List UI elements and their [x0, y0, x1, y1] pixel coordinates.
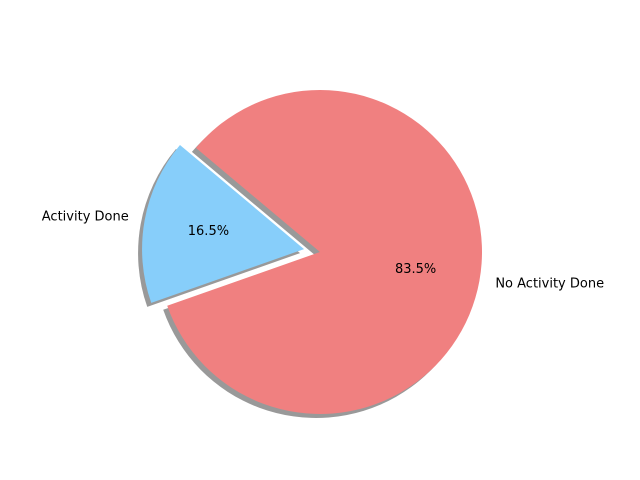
percent-label-no-activity-done: 83.5% — [395, 262, 436, 277]
pie-labels: Activity Done 16.5% No Activity Done 83.5% — [42, 210, 604, 292]
category-label-no-activity-done: No Activity Done — [495, 276, 604, 291]
pie-slice-activity-done — [142, 144, 305, 303]
pie-wedges — [142, 90, 482, 414]
percent-label-activity-done: 16.5% — [188, 224, 229, 239]
pie-slice-no-activity-done — [167, 90, 482, 414]
category-label-activity-done: Activity Done — [42, 210, 129, 225]
